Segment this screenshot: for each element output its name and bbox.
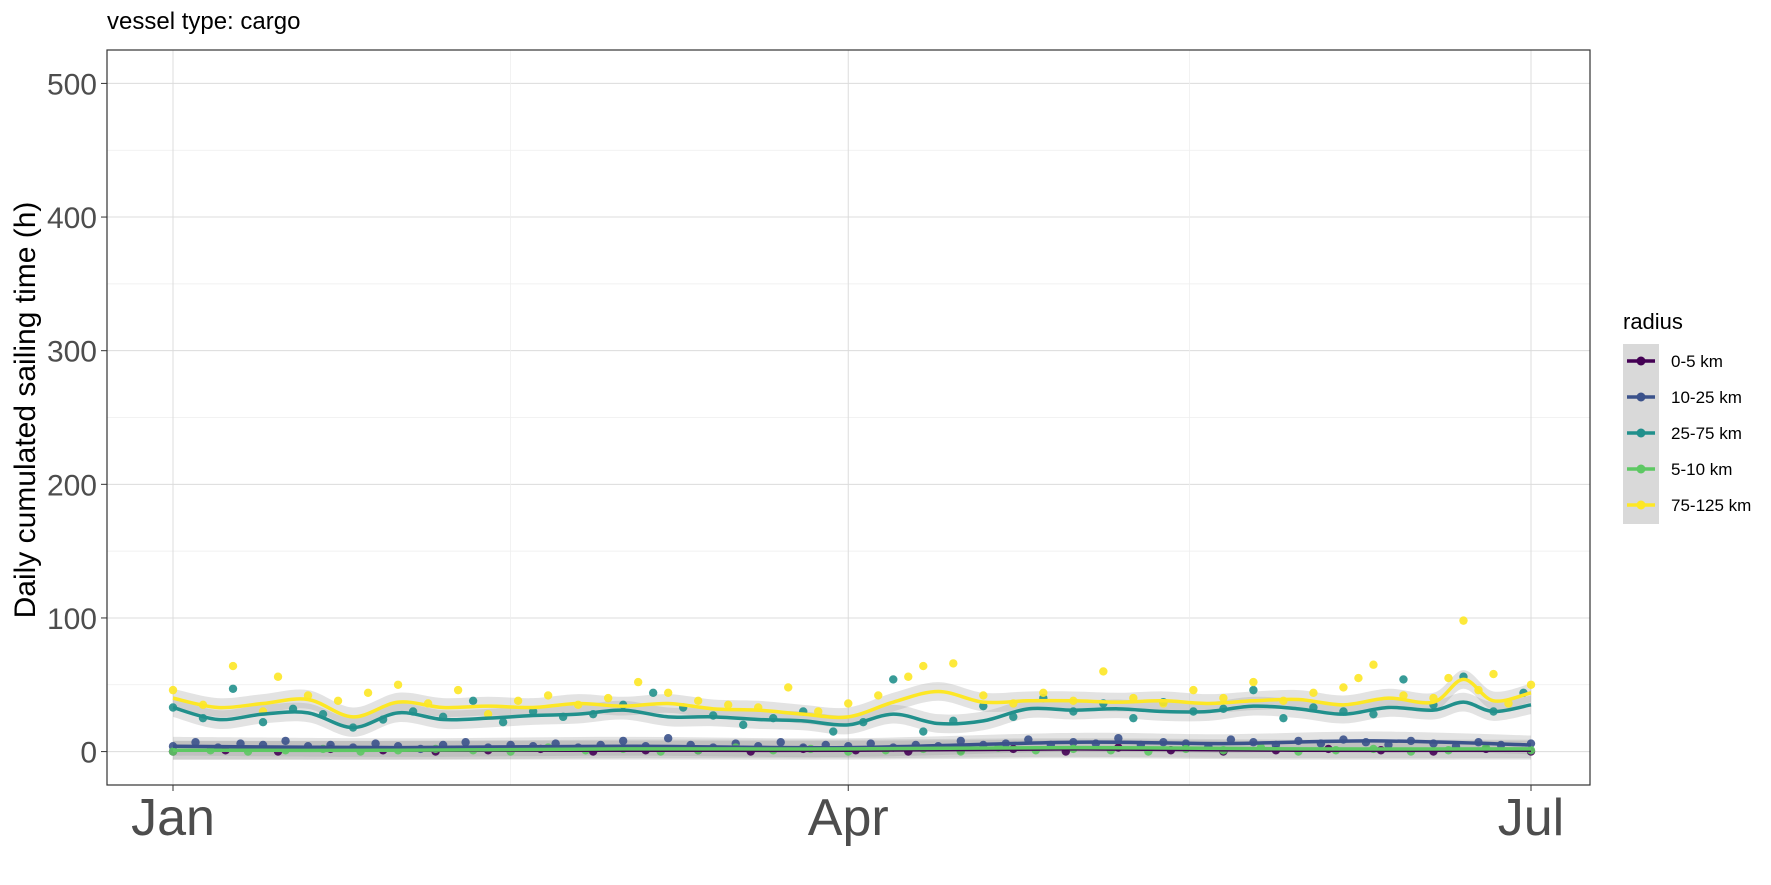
- data-point: [633, 677, 643, 687]
- data-point: [1369, 660, 1378, 669]
- series-line: [172, 677, 1532, 720]
- data-point: [829, 727, 838, 736]
- data-point: [844, 699, 853, 708]
- legend-key-point: [1636, 392, 1646, 402]
- data-point: [1526, 680, 1536, 689]
- data-point: [453, 685, 463, 695]
- data-point: [498, 717, 508, 727]
- data-point: [1189, 685, 1198, 695]
- data-point: [281, 736, 290, 746]
- data-point: [461, 738, 470, 747]
- legend-label: 10-25 km: [1671, 388, 1742, 407]
- data-point: [1009, 712, 1018, 722]
- data-point: [168, 685, 178, 695]
- smooth-lines: [172, 677, 1532, 753]
- data-point: [979, 691, 988, 700]
- y-tick-label: 300: [47, 336, 97, 369]
- confidence-band: [173, 670, 1531, 727]
- data-point: [228, 684, 238, 693]
- data-point: [543, 691, 553, 700]
- data-point: [776, 738, 785, 747]
- data-point: [919, 661, 928, 671]
- data-point: [1219, 693, 1228, 703]
- y-axis-label: Daily cumulated sailing time (h): [9, 202, 42, 619]
- data-point: [363, 688, 373, 697]
- data-point: [814, 707, 823, 716]
- data-point: [1039, 688, 1048, 697]
- data-point: [1226, 735, 1236, 744]
- data-point: [333, 696, 343, 706]
- data-point: [919, 727, 928, 736]
- data-point: [228, 661, 238, 671]
- legend-key-point: [1636, 500, 1646, 510]
- legend-label: 5-10 km: [1671, 460, 1732, 479]
- legend-key-point: [1636, 356, 1646, 366]
- data-point: [874, 691, 883, 700]
- y-tick-label: 400: [47, 202, 97, 235]
- data-point: [273, 672, 283, 681]
- data-point: [528, 707, 538, 716]
- data-point: [483, 709, 493, 719]
- data-point: [956, 736, 965, 746]
- data-point: [1249, 677, 1258, 687]
- data-point: [1129, 713, 1138, 723]
- legend-label: 0-5 km: [1671, 352, 1723, 371]
- data-point: [1489, 669, 1498, 679]
- data-point: [618, 736, 628, 746]
- chart-subtitle: vessel type: cargo: [107, 8, 300, 35]
- y-tick-label: 500: [47, 68, 97, 101]
- data-point: [1249, 685, 1258, 695]
- data-point: [1114, 734, 1123, 743]
- data-point: [468, 696, 478, 706]
- data-point: [889, 675, 898, 684]
- legend-label: 25-75 km: [1671, 424, 1742, 443]
- legend-key-point: [1636, 428, 1646, 438]
- data-point: [784, 683, 793, 692]
- data-point: [393, 680, 403, 689]
- y-tick-label: 0: [80, 737, 97, 770]
- data-point: [1444, 673, 1453, 683]
- data-point: [693, 696, 703, 706]
- data-point: [513, 696, 523, 706]
- data-point: [904, 672, 913, 681]
- x-tick-label: Jul: [1498, 789, 1564, 847]
- data-point: [1369, 709, 1378, 719]
- data-point: [648, 688, 658, 697]
- x-tick-label: Jan: [131, 789, 215, 847]
- data-point: [371, 739, 380, 748]
- data-point: [724, 700, 733, 710]
- grid: [107, 50, 1590, 785]
- legend-label: 75-125 km: [1671, 496, 1751, 515]
- data-point: [258, 717, 268, 727]
- data-point: [191, 738, 200, 747]
- legend: radius 0-5 km 10-25 km 25-75 km 5-10 km 75-1…: [1623, 309, 1751, 524]
- data-point: [1279, 713, 1288, 723]
- series-line: [172, 700, 1532, 730]
- data-point: [1339, 683, 1348, 692]
- data-point: [663, 688, 673, 697]
- data-point: [949, 659, 958, 668]
- data-point: [739, 720, 748, 730]
- data-point: [1399, 675, 1408, 684]
- series-line: [172, 739, 1532, 750]
- data-point: [663, 734, 673, 743]
- data-point: [1354, 673, 1363, 683]
- y-tick-label: 100: [47, 603, 97, 636]
- legend-title: radius: [1623, 309, 1683, 334]
- legend-key-point: [1636, 464, 1646, 474]
- x-tick-label: Apr: [808, 789, 889, 847]
- data-point: [1099, 667, 1108, 676]
- data-point: [1459, 616, 1468, 625]
- data-point: [1309, 688, 1318, 697]
- y-tick-label: 200: [47, 469, 97, 502]
- data-point: [603, 693, 613, 703]
- series-line: [172, 745, 1532, 753]
- axes: 0 100 200 300 400 500 Jan Apr Jul: [47, 68, 1564, 847]
